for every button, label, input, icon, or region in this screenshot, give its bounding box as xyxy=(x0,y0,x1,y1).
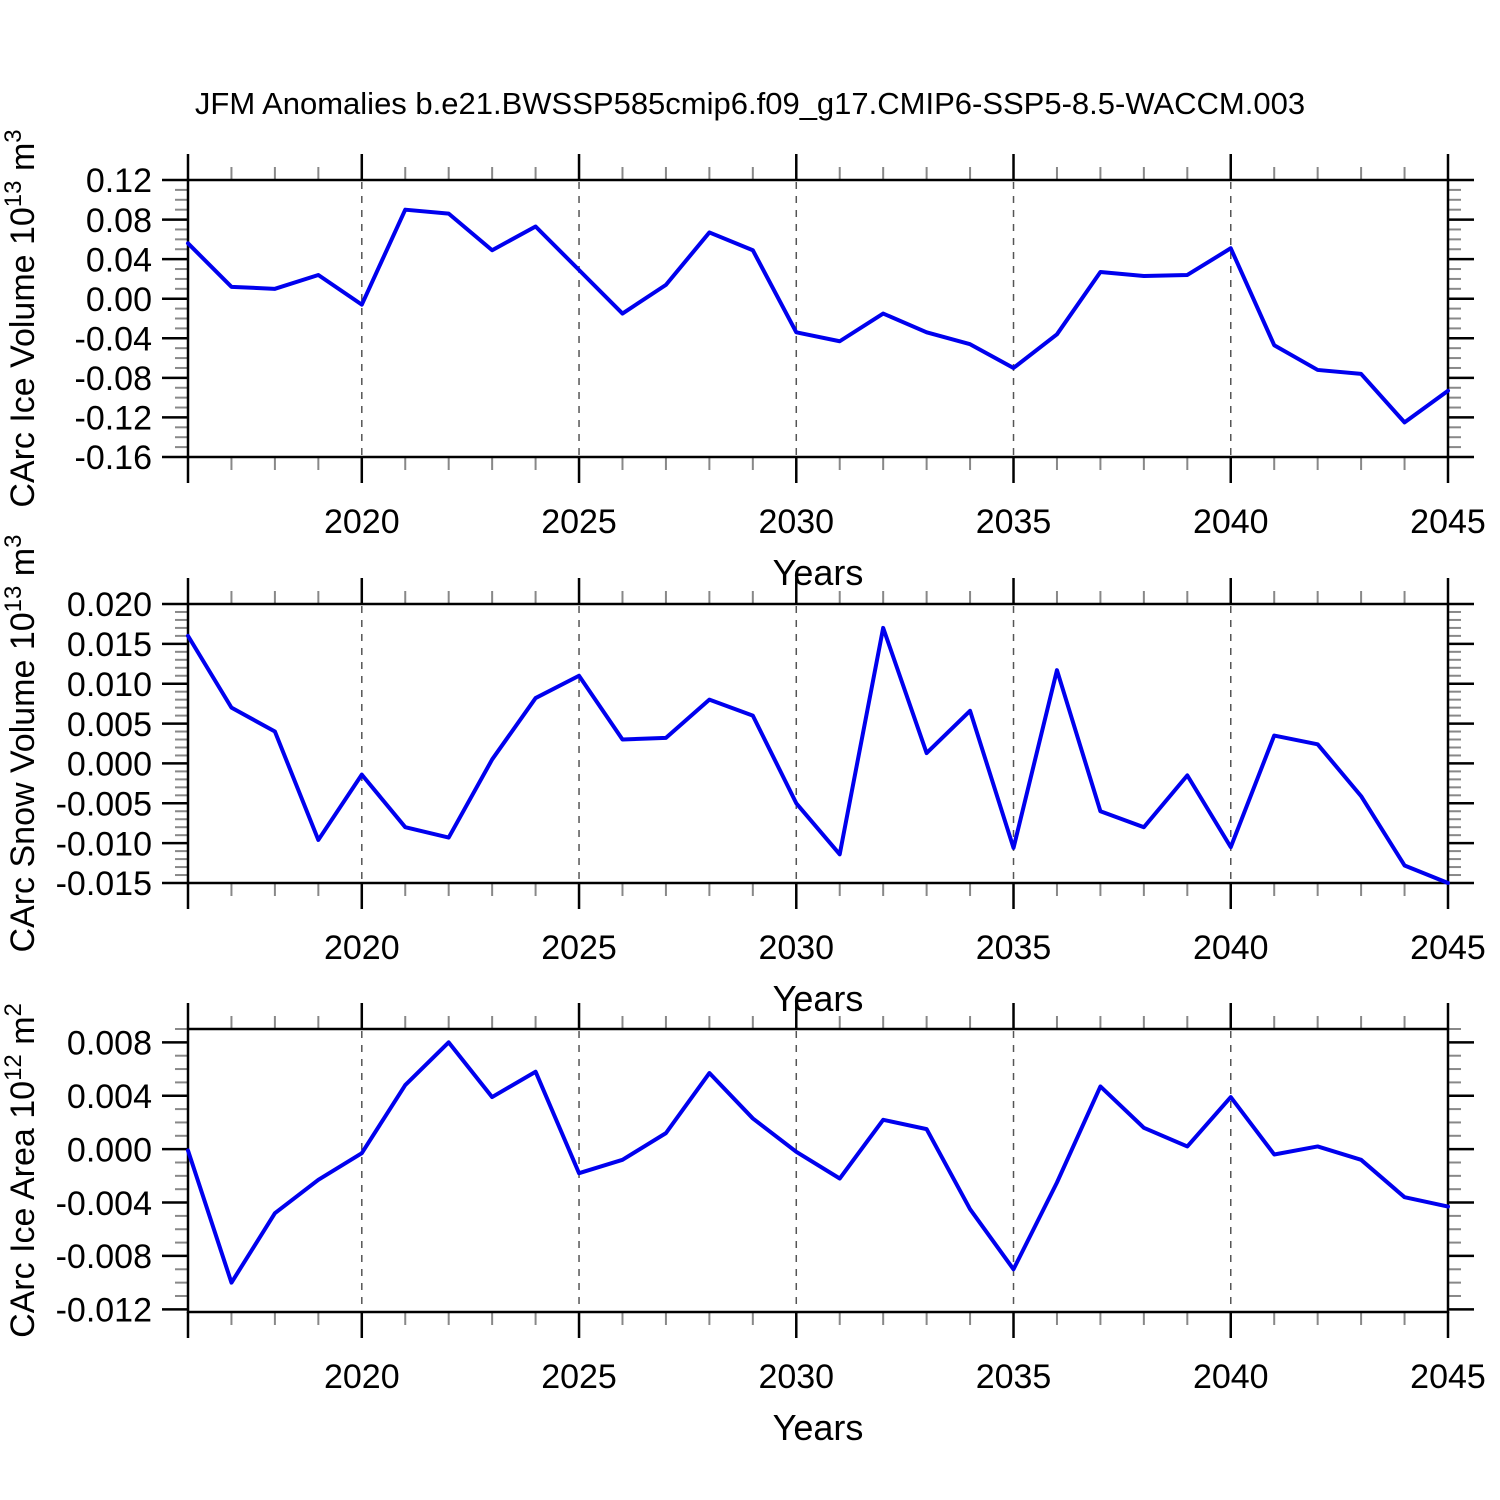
carc-snow-volume-xtick-labels: 2020 2025 2030 2035 2040 2045 xyxy=(324,929,1486,967)
carc-ice-volume-gridlines xyxy=(361,182,1232,455)
svg-text:0.08: 0.08 xyxy=(86,202,152,240)
svg-text:2040: 2040 xyxy=(1193,1358,1269,1396)
svg-text:-0.004: -0.004 xyxy=(56,1185,152,1223)
svg-text:2020: 2020 xyxy=(324,929,400,967)
svg-text:0.008: 0.008 xyxy=(67,1025,152,1063)
carc-snow-volume-frame xyxy=(186,602,1450,885)
svg-text:-0.008: -0.008 xyxy=(56,1238,152,1276)
carc-ice-volume-xtick-labels: 2020 2025 2030 2035 2040 2045 xyxy=(324,503,1486,541)
carc-ice-volume-yaxis-title: CArc Ice Volume 1013​ m3​ xyxy=(0,129,42,507)
carc-snow-volume-xaxis-title: Years xyxy=(773,978,864,1019)
panel-carc-snow-volume: 0.0200.0150.0100.0050.000-0.005-0.010-0.… xyxy=(0,534,1486,1019)
carc-ice-area-xtick-labels: 2020 2025 2030 2035 2040 2045 xyxy=(324,1358,1486,1396)
svg-text:-0.08: -0.08 xyxy=(75,360,153,398)
svg-text:-0.015: -0.015 xyxy=(56,865,152,903)
svg-text:2020: 2020 xyxy=(324,503,400,541)
carc-snow-volume-yaxis-title: CArc Snow Volume 1013​ m3​ xyxy=(0,534,42,952)
svg-text:2025: 2025 xyxy=(541,1358,617,1396)
svg-text:2045: 2045 xyxy=(1410,929,1486,967)
svg-text:2020: 2020 xyxy=(324,1358,400,1396)
carc-ice-volume-xaxis-title: Years xyxy=(773,552,864,593)
svg-text:-0.04: -0.04 xyxy=(75,321,153,359)
carc-ice-volume-major-ticks xyxy=(162,154,1474,483)
svg-text:-0.16: -0.16 xyxy=(75,439,153,477)
carc-ice-area-xaxis-title: Years xyxy=(773,1407,864,1448)
svg-text:-0.010: -0.010 xyxy=(56,825,152,863)
svg-text:0.04: 0.04 xyxy=(86,241,152,279)
carc-snow-volume-major-ticks xyxy=(162,578,1474,909)
svg-text:2045: 2045 xyxy=(1410,1358,1486,1396)
svg-text:-0.005: -0.005 xyxy=(56,786,152,824)
carc-ice-area-gridlines xyxy=(361,1031,1232,1310)
carc-ice-volume-minor-ticks xyxy=(175,167,1461,470)
svg-text:2030: 2030 xyxy=(758,503,834,541)
svg-text:0.010: 0.010 xyxy=(67,666,152,704)
svg-text:0.000: 0.000 xyxy=(67,1131,152,1169)
chart-title: JFM Anomalies b.e21.BWSSP585cmip6.f09_g1… xyxy=(194,86,1306,121)
carc-ice-area-series-line xyxy=(186,1040,1450,1285)
panel-carc-ice-volume: 0.120.080.040.00-0.04-0.08-0.12-0.16 2020… xyxy=(0,129,1486,593)
carc-ice-volume-ytick-labels: 0.120.080.040.00-0.04-0.08-0.12-0.16 xyxy=(75,162,153,477)
svg-text:-0.012: -0.012 xyxy=(56,1292,152,1330)
carc-ice-volume-frame xyxy=(186,178,1450,459)
svg-text:-0.12: -0.12 xyxy=(75,400,153,438)
carc-ice-area-major-ticks xyxy=(162,1003,1474,1338)
svg-text:0.020: 0.020 xyxy=(67,586,152,624)
svg-text:2040: 2040 xyxy=(1193,929,1269,967)
svg-text:2040: 2040 xyxy=(1193,503,1269,541)
svg-text:0.12: 0.12 xyxy=(86,162,152,200)
svg-text:2035: 2035 xyxy=(976,929,1052,967)
carc-ice-area-minor-ticks xyxy=(175,1016,1461,1325)
carc-ice-volume-series-line xyxy=(186,207,1450,425)
carc-snow-volume-series-line xyxy=(186,625,1450,885)
svg-text:2035: 2035 xyxy=(976,1358,1052,1396)
carc-snow-volume-minor-ticks xyxy=(175,591,1461,896)
svg-text:2025: 2025 xyxy=(541,503,617,541)
svg-text:0.000: 0.000 xyxy=(67,746,152,784)
svg-text:2035: 2035 xyxy=(976,503,1052,541)
svg-text:0.00: 0.00 xyxy=(86,281,152,319)
carc-snow-volume-ytick-labels: 0.0200.0150.0100.0050.000-0.005-0.010-0.… xyxy=(56,586,152,903)
svg-text:2030: 2030 xyxy=(758,1358,834,1396)
svg-text:2045: 2045 xyxy=(1410,503,1486,541)
carc-snow-volume-gridlines xyxy=(361,606,1232,881)
carc-ice-area-ytick-labels: 0.008 0.004 0.000 -0.004 -0.008 -0.012 xyxy=(56,1025,152,1330)
svg-text:0.005: 0.005 xyxy=(67,706,152,744)
svg-text:0.004: 0.004 xyxy=(67,1078,152,1116)
svg-text:0.015: 0.015 xyxy=(67,626,152,664)
carc-ice-area-yaxis-title: CArc Ice Area 1012​ m2​ xyxy=(0,1003,42,1338)
carc-ice-area-frame xyxy=(186,1027,1450,1314)
svg-text:2030: 2030 xyxy=(758,929,834,967)
svg-text:2025: 2025 xyxy=(541,929,617,967)
